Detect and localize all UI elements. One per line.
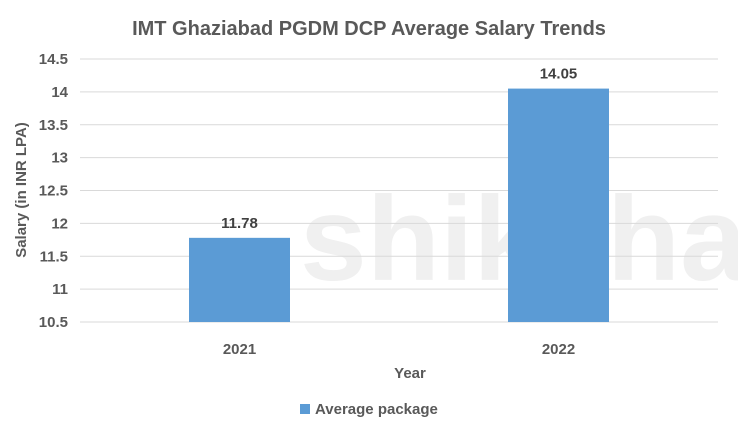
y-tick-label: 14 <box>51 84 68 101</box>
y-tick-label: 12.5 <box>39 183 68 200</box>
legend: Average package <box>300 401 438 418</box>
y-tick-label: 10.5 <box>39 314 68 331</box>
y-tick-label: 11 <box>52 281 68 298</box>
y-tick-label: 11.5 <box>40 248 68 265</box>
legend-label: Average package <box>315 401 438 418</box>
x-tick-label: 2021 <box>223 341 256 358</box>
gridlines <box>80 58 718 323</box>
x-axis-ticks: 2021 2022 <box>223 341 575 358</box>
y-tick-label: 14.5 <box>39 51 68 68</box>
y-axis-label: Salary (in INR LPA) <box>13 122 30 258</box>
y-axis-ticks: 10.5 11 11.5 12 12.5 13 13.5 14 14.5 <box>39 51 69 331</box>
data-label-2022: 14.05 <box>540 66 578 83</box>
x-tick-label: 2022 <box>542 341 575 358</box>
bars: 11.78 14.05 <box>189 66 609 323</box>
y-tick-label: 13.5 <box>39 117 68 134</box>
chart-title: IMT Ghaziabad PGDM DCP Average Salary Tr… <box>132 18 606 40</box>
bar-2021 <box>189 237 290 322</box>
y-tick-label: 12 <box>51 215 68 232</box>
bar-2022 <box>508 88 609 323</box>
legend-swatch <box>300 404 310 414</box>
data-label-2021: 11.78 <box>221 215 258 232</box>
y-tick-label: 13 <box>51 150 68 167</box>
x-axis-label: Year <box>394 365 426 382</box>
